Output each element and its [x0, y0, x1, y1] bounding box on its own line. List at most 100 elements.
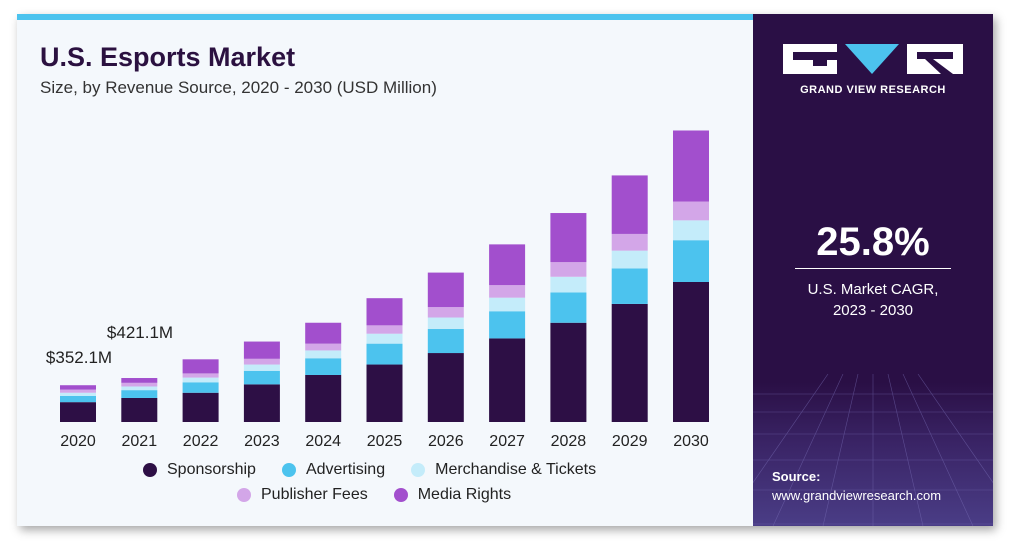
bar-2030-advertising — [673, 240, 709, 282]
bar-2022-sponsorship — [182, 392, 219, 422]
bar-2025-media-rights — [366, 298, 403, 326]
bar-chart: 2020 2021 2022 2023 2024 2025 2026 2027 2028 2029… — [46, 130, 709, 450]
legend-item-publisher: Publisher Fees — [237, 486, 368, 504]
grid-floor-decoration — [753, 374, 993, 526]
bar-2024-publisher-fees — [305, 343, 342, 351]
bar-2022-advertising — [182, 382, 219, 393]
bar-2029-media-rights — [611, 175, 648, 234]
bar-2021-publisher-fees — [121, 382, 158, 387]
legend-row-1: Sponsorship Advertising Merchandise & Ti… — [143, 461, 622, 479]
bar-2030-sponsorship — [673, 281, 709, 422]
bar-2020-sponsorship — [60, 402, 96, 422]
legend-row-2: Publisher Fees Media Rights — [237, 486, 537, 504]
bar-2024-media-rights — [305, 322, 342, 344]
legend-label-merchandise: Merchandise & Tickets — [435, 461, 597, 478]
x-tick-2028: 2028 — [551, 433, 587, 450]
bar-2024-sponsorship — [305, 374, 342, 422]
bar-2020-advertising — [60, 395, 96, 403]
bar-2027-publisher-fees — [489, 285, 526, 298]
bar-2023-sponsorship — [243, 384, 280, 422]
bar-2022-media-rights — [182, 359, 219, 374]
source-label: Source: — [772, 469, 821, 484]
x-tick-2029: 2029 — [612, 433, 648, 450]
legend-label-media: Media Rights — [417, 486, 512, 503]
bar-2028-merchandise-tickets — [550, 276, 587, 293]
legend-dot-merchandise — [411, 463, 426, 477]
bar-2022-merchandise-tickets — [182, 377, 219, 383]
source-link[interactable]: www.grandviewresearch.com — [772, 488, 942, 503]
cagr-value: 25.8% — [816, 220, 930, 264]
legend-label-advertising: Advertising — [305, 461, 386, 478]
data-label-2020: $352.1M — [46, 348, 112, 367]
bar-2026-sponsorship — [427, 353, 464, 422]
bar-2024-advertising — [305, 358, 342, 375]
bar-2030-merchandise-tickets — [673, 220, 709, 241]
x-tick-2023: 2023 — [244, 433, 280, 450]
x-tick-2024: 2024 — [305, 433, 341, 450]
cagr-divider — [795, 268, 951, 269]
bar-2027-merchandise-tickets — [489, 297, 526, 312]
chart-title: U.S. Esports Market — [40, 42, 296, 72]
x-tick-2022: 2022 — [183, 433, 219, 450]
bar-2029-sponsorship — [611, 303, 648, 422]
bar-2025-merchandise-tickets — [366, 333, 403, 344]
bar-2028-advertising — [550, 292, 587, 323]
bar-2030-publisher-fees — [673, 201, 709, 221]
bar-2020-media-rights — [60, 385, 96, 390]
bar-2025-sponsorship — [366, 364, 403, 422]
bar-2027-advertising — [489, 311, 526, 339]
cagr-label-line-1: U.S. Market CAGR, — [807, 281, 939, 298]
legend-item-advertising: Advertising — [281, 461, 386, 479]
legend-item-sponsorship: Sponsorship — [143, 461, 256, 479]
bar-2030-media-rights — [673, 130, 709, 202]
bar-2025-publisher-fees — [366, 325, 403, 334]
bar-2023-media-rights — [243, 341, 280, 359]
legend-label-sponsorship: Sponsorship — [167, 461, 256, 478]
legend-dot-publisher — [237, 488, 251, 502]
bar-2021-sponsorship — [121, 397, 158, 422]
legend-dot-sponsorship — [143, 463, 157, 477]
bar-2025-advertising — [366, 343, 403, 365]
accent-bar — [17, 14, 753, 20]
bar-2022-publisher-fees — [182, 373, 219, 378]
bar-2026-publisher-fees — [427, 307, 464, 318]
bar-2021-media-rights — [121, 378, 158, 383]
gvr-logo — [783, 44, 963, 74]
bar-2023-advertising — [243, 370, 280, 385]
bar-2023-publisher-fees — [243, 358, 280, 365]
x-tick-2020: 2020 — [60, 433, 96, 450]
bar-2020-merchandise-tickets — [60, 392, 96, 396]
x-tick-2021: 2021 — [122, 433, 158, 450]
bar-2021-merchandise-tickets — [121, 386, 158, 391]
legend-dot-media — [393, 488, 408, 502]
bar-2026-advertising — [427, 329, 464, 354]
cagr-label-line-2: 2023 - 2030 — [832, 302, 914, 319]
bar-2028-sponsorship — [550, 322, 587, 422]
cagr-label: U.S. Market CAGR, 2023 - 2030 — [753, 279, 993, 321]
data-label-2021: $421.1M — [107, 323, 173, 342]
legend-item-media: Media Rights — [393, 486, 512, 504]
bar-2026-merchandise-tickets — [427, 317, 464, 330]
bar-2026-media-rights — [427, 272, 464, 308]
legend-item-merchandise: Merchandise & Tickets — [411, 461, 596, 479]
info-panel: GRAND VIEW RESEARCH 25.8% U.S. Market CA… — [753, 14, 993, 526]
chart-subtitle: Size, by Revenue Source, 2020 - 2030 (US… — [40, 78, 437, 97]
bar-2021-advertising — [121, 390, 158, 398]
x-tick-2026: 2026 — [428, 433, 464, 450]
bar-2029-merchandise-tickets — [611, 250, 648, 269]
brand-name: GRAND VIEW RESEARCH — [800, 84, 946, 96]
legend-label-publisher: Publisher Fees — [261, 486, 368, 503]
bar-2029-publisher-fees — [611, 233, 648, 251]
bar-2027-media-rights — [489, 244, 526, 286]
x-tick-2025: 2025 — [367, 433, 403, 450]
bar-2029-advertising — [611, 268, 648, 304]
bar-2027-sponsorship — [489, 338, 526, 422]
bar-2023-merchandise-tickets — [243, 364, 280, 371]
legend-dot-advertising — [281, 463, 296, 477]
bar-2020-publisher-fees — [60, 389, 96, 393]
bar-2028-media-rights — [550, 213, 587, 263]
x-tick-2030: 2030 — [673, 433, 709, 450]
bar-2024-merchandise-tickets — [305, 350, 342, 359]
chart-card: U.S. Esports Market Size, by Revenue Sou… — [17, 14, 993, 526]
x-tick-2027: 2027 — [489, 433, 525, 450]
